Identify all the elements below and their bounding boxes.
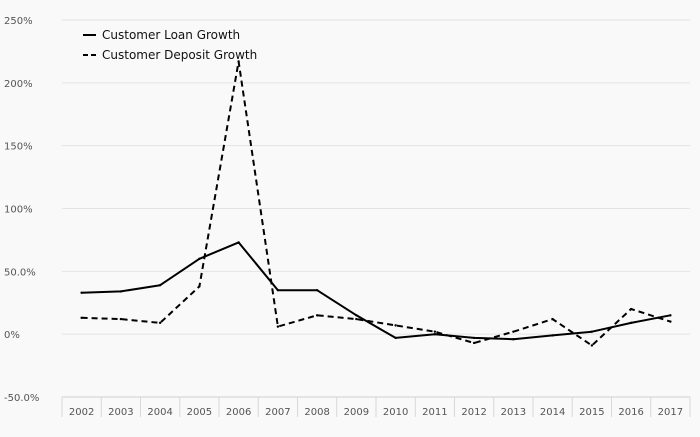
- x-tick-label: 2012: [461, 407, 486, 418]
- series-lines: [80, 60, 672, 347]
- data-point: [512, 337, 515, 341]
- data-point: [198, 285, 201, 288]
- x-tick-label: 2008: [304, 407, 329, 418]
- y-axis-tick-labels: 250% 200% 150% 100% 50.0% 0% -50.0%: [4, 16, 39, 404]
- x-axis: 2002 2003 2004 2005 2006 2007 2008 2009 2010 2011…: [61, 396, 691, 418]
- data-point: [669, 314, 672, 317]
- gridlines: [62, 19, 690, 335]
- data-point: [80, 291, 83, 294]
- y-tick-label: -50.0%: [4, 393, 39, 404]
- data-point: [237, 60, 240, 63]
- x-tick-label: 2009: [344, 407, 369, 418]
- data-point: [472, 341, 476, 345]
- x-tick-label: 2016: [618, 407, 643, 418]
- data-point: [629, 321, 633, 325]
- x-tick-label: 2002: [69, 407, 94, 418]
- x-tick-label: 2015: [579, 407, 604, 418]
- x-tick-label: 2004: [147, 407, 172, 418]
- data-point: [590, 344, 594, 347]
- x-tick-label: 2005: [187, 407, 212, 418]
- x-tick-label: 2007: [265, 407, 290, 418]
- data-point: [158, 321, 162, 325]
- x-tick-label: 2003: [108, 407, 133, 418]
- data-point: [119, 290, 123, 293]
- data-point: [629, 307, 633, 311]
- data-point: [276, 288, 280, 292]
- data-point: [315, 314, 319, 317]
- data-point: [119, 317, 123, 321]
- data-point: [669, 320, 672, 323]
- x-tick-label: 2014: [540, 407, 565, 418]
- legend-label: Customer Loan Growth: [102, 28, 240, 42]
- y-tick-label: 150%: [4, 142, 33, 153]
- data-point: [472, 336, 476, 340]
- data-point: [394, 336, 397, 340]
- series-line-customer-loan-growth: [81, 241, 671, 341]
- y-tick-label: 50.0%: [4, 267, 36, 278]
- data-point: [590, 330, 594, 333]
- data-point: [551, 334, 554, 337]
- data-point: [355, 317, 358, 321]
- y-tick-label: 250%: [4, 16, 33, 27]
- data-point: [276, 325, 280, 328]
- data-point: [551, 317, 554, 321]
- data-point: [158, 283, 162, 287]
- data-point: [433, 332, 437, 336]
- data-point: [237, 241, 240, 244]
- data-point: [394, 324, 397, 327]
- x-tick-label: 2010: [383, 407, 408, 418]
- legend: Customer Loan Growth Customer Deposit Gro…: [83, 28, 257, 62]
- y-tick-label: 100%: [4, 205, 33, 216]
- data-point: [315, 288, 319, 292]
- legend-label: Customer Deposit Growth: [102, 48, 257, 62]
- y-tick-label: 200%: [4, 79, 33, 90]
- x-tick-label: 2013: [501, 407, 526, 418]
- data-point: [355, 314, 358, 317]
- series-line-customer-deposit-growth: [81, 60, 671, 347]
- data-point: [433, 330, 437, 333]
- data-point: [80, 316, 83, 320]
- data-point: [198, 257, 201, 260]
- data-point: [512, 330, 515, 333]
- x-tick-label: 2011: [422, 407, 447, 418]
- x-tick-label: 2006: [226, 407, 251, 418]
- y-tick-label: 0%: [4, 330, 20, 341]
- x-tick-label: 2017: [658, 407, 683, 418]
